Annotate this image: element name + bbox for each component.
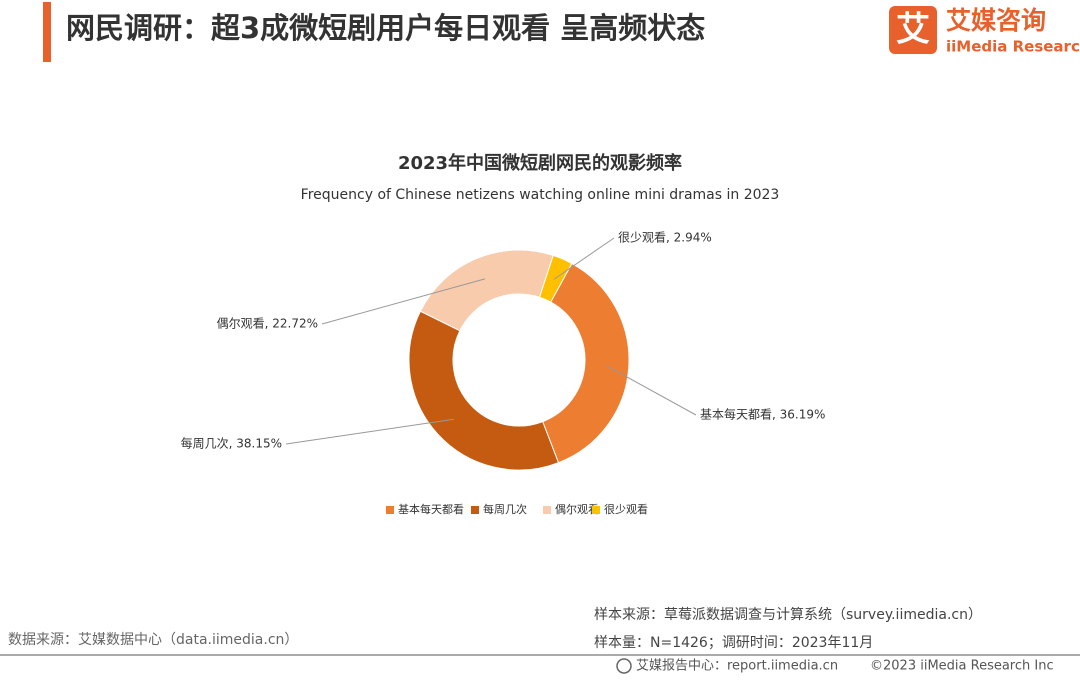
data-label: 每周几次, 38.15% bbox=[181, 436, 282, 451]
logo-cn: 艾媒咨询 bbox=[946, 6, 1046, 35]
data-label: 基本每天都看, 36.19% bbox=[700, 407, 825, 422]
logo-glyph: 艾 bbox=[896, 10, 930, 50]
data-label: 偶尔观看, 22.72% bbox=[217, 316, 318, 331]
report-center: 艾媒报告中心：report.iimedia.cn bbox=[636, 659, 838, 674]
legend-swatch bbox=[471, 506, 479, 514]
legend-label: 很少观看 bbox=[604, 502, 648, 516]
globe-icon bbox=[616, 658, 632, 674]
source: 数据来源：艾媒数据中心（data.iimedia.cn） bbox=[8, 632, 298, 648]
copyright: ©2023 iiMedia Research Inc bbox=[870, 659, 1054, 674]
legend-label: 每周几次 bbox=[483, 502, 527, 516]
logo-en: iiMedia Research bbox=[946, 38, 1080, 56]
legend-label: 基本每天都看 bbox=[398, 502, 464, 516]
donut-slice bbox=[538, 254, 573, 303]
logo-icon bbox=[889, 6, 937, 54]
legend-swatch bbox=[386, 506, 394, 514]
sample-source: 样本来源：草莓派数据调查与计算系统（survey.iimedia.cn） bbox=[594, 607, 982, 623]
sample-size: 样本量：N=1426；调研时间：2023年11月 bbox=[594, 635, 873, 651]
chart-title: 2023年中国微短剧网民的观影频率 bbox=[398, 152, 682, 174]
leader-line bbox=[606, 365, 697, 416]
donut-slice bbox=[542, 262, 630, 464]
leader-line bbox=[553, 237, 615, 280]
leader-line bbox=[321, 278, 486, 325]
data-label: 很少观看, 2.94% bbox=[618, 231, 712, 245]
legend-swatch bbox=[543, 506, 551, 514]
chart-subtitle: Frequency of Chinese netizens watching o… bbox=[301, 187, 780, 203]
leader-line bbox=[285, 418, 455, 445]
donut-slice bbox=[408, 310, 560, 471]
page-title: 网民调研：超3成微短剧用户每日观看 呈高频状态 bbox=[66, 11, 705, 45]
legend-swatch bbox=[592, 506, 600, 514]
donut-slice bbox=[419, 249, 554, 332]
title-bar bbox=[43, 2, 51, 62]
legend-label: 偶尔观看 bbox=[555, 502, 599, 516]
